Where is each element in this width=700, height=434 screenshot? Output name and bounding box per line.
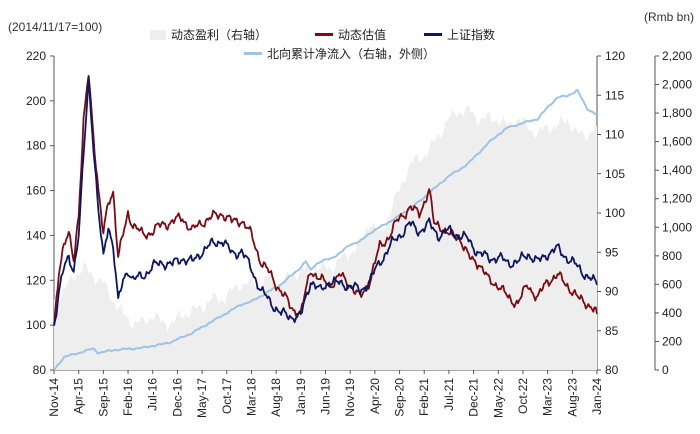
- x-axis-tick-label: Apr-20: [368, 378, 382, 414]
- x-axis-tick-label: Jan-24: [590, 378, 604, 415]
- line-series-group: [53, 75, 598, 371]
- x-axis-tick-label: May-22: [491, 378, 505, 418]
- legend-swatch-northbound: [244, 52, 262, 55]
- legend-item-index: 上证指数: [424, 26, 495, 43]
- outer-right-axis-tick-label: 2,200: [662, 49, 692, 63]
- left-axis-tick-label: 120: [26, 273, 46, 287]
- x-axis-tick-label: Jan-19: [294, 378, 308, 415]
- x-axis-tick-label: Nov-14: [47, 378, 61, 417]
- legend-label-valuation: 动态估值: [338, 28, 387, 42]
- legend-item-earnings: 动态盈利（右轴）: [150, 26, 267, 43]
- x-axis-tick-label: Jul-16: [146, 378, 160, 411]
- x-axis-tick-label: May-17: [195, 378, 209, 418]
- x-axis-tick-label: Jul-21: [442, 378, 456, 411]
- outer-right-axis-tick-label: 2,000: [662, 78, 692, 92]
- right-axis-tick-label: 110: [605, 128, 624, 142]
- legend-label-index: 上证指数: [447, 28, 496, 42]
- x-axis-tick-label: Feb-16: [121, 378, 135, 416]
- axes-group: 80 100 120 140 160 180 200 220 80 85 90 95 100 105 110…: [26, 49, 692, 418]
- index-line: [53, 75, 598, 326]
- legend-item-valuation: 动态估值: [315, 26, 386, 43]
- earnings-area-path: [54, 104, 597, 371]
- outer-right-axis-tick-label: 1,600: [662, 135, 692, 149]
- legend-swatch-index: [424, 33, 442, 36]
- legend-item-northbound: 北向累计净流入（右轴，外侧）: [244, 45, 435, 62]
- right-axis-tick-label: 120: [605, 49, 625, 63]
- left-axis-tick-label: 140: [26, 228, 46, 242]
- left-axis-tick-label: 100: [26, 318, 46, 332]
- right-axis-tick-label: 105: [605, 167, 625, 181]
- outer-right-axis-tick-label: 800: [662, 249, 682, 263]
- x-axis-tick-label: Sep-20: [393, 378, 407, 417]
- x-axis-tick-label: Mar-23: [541, 378, 555, 416]
- legend-swatch-valuation: [315, 33, 333, 36]
- left-axis-unit-label: (2014/11/17=100): [8, 20, 103, 34]
- x-axis-tick-label: Oct-17: [220, 378, 234, 414]
- outer-right-axis-tick-label: 1,000: [662, 220, 692, 234]
- valuation-line: [53, 75, 598, 326]
- x-axis-tick-label: Jun-19: [319, 378, 333, 415]
- x-axis-tick-label: Feb-21: [417, 378, 431, 416]
- left-axis-tick-label: 220: [26, 49, 46, 63]
- outer-right-axis-tick-label: 1,200: [662, 192, 692, 206]
- outer-right-axis-tick-label: 1,400: [662, 163, 692, 177]
- right-axis-tick-label: 95: [605, 245, 619, 259]
- legend-swatch-earnings: [150, 29, 166, 40]
- x-axis-tick-label: Apr-15: [72, 378, 86, 414]
- x-axis-tick-label: Aug-18: [269, 378, 283, 417]
- northbound-flow-line: [53, 88, 598, 371]
- legend-label-earnings: 动态盈利（右轴）: [171, 28, 268, 42]
- legend-label-northbound: 北向累计净流入（右轴，外侧）: [267, 47, 436, 61]
- x-axis-tick-label: Aug-23: [565, 378, 579, 417]
- left-axis-tick-label: 180: [26, 139, 46, 153]
- right-axis-tick-label: 115: [605, 88, 624, 102]
- outer-right-axis-tick-label: 200: [662, 334, 682, 348]
- outer-right-axis-tick-label: 0: [662, 363, 669, 377]
- right-axis-tick-label: 85: [605, 324, 619, 338]
- outer-right-axis-tick-label: 600: [662, 277, 682, 291]
- outer-right-axis-tick-label: 1,800: [662, 106, 692, 120]
- outer-right-axis-tick-label: 400: [662, 306, 682, 320]
- x-axis-tick-label: Dec-21: [467, 378, 481, 417]
- left-axis-tick-label: 80: [33, 363, 47, 377]
- right-axis-tick-label: 80: [605, 363, 619, 377]
- earnings-area-series: [54, 104, 597, 371]
- right-axis-unit-label: (Rmb bn): [643, 10, 694, 24]
- x-axis-tick-label: Oct-22: [516, 378, 530, 414]
- left-axis-tick-label: 160: [26, 184, 46, 198]
- right-axis-tick-label: 100: [605, 206, 625, 220]
- right-axis-tick-label: 90: [605, 285, 619, 299]
- x-axis-tick-label: Mar-18: [244, 378, 258, 416]
- x-axis-tick-label: Nov-19: [343, 378, 357, 417]
- x-axis-tick-label: Dec-16: [170, 378, 184, 417]
- left-axis-tick-label: 200: [26, 94, 46, 108]
- x-axis-tick-label: Sep-15: [96, 378, 110, 417]
